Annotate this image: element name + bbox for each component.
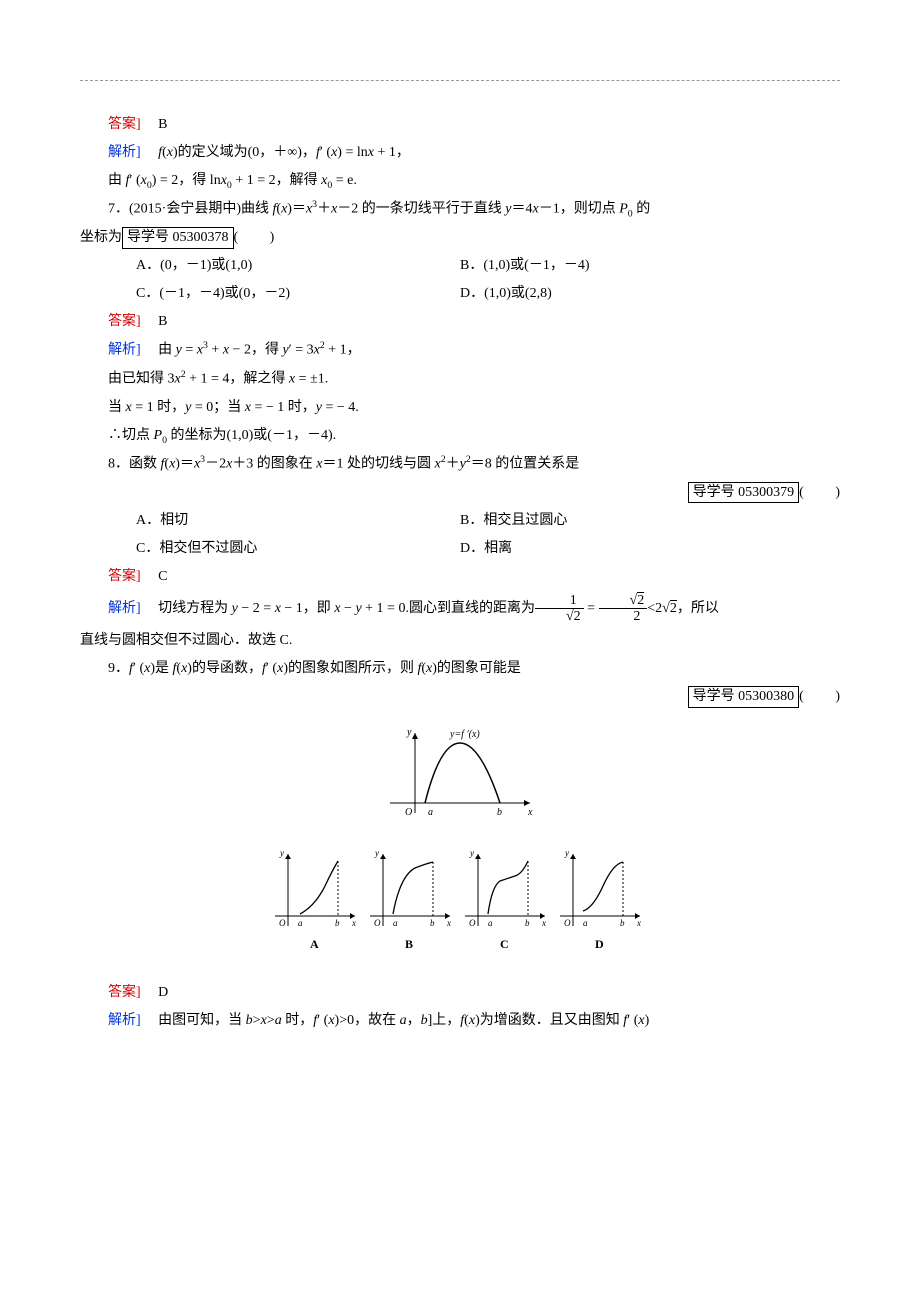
q6-solution-line2: 由 f′ (x0) = 2，得 lnx0 + 1 = 2，解得 x0 = e. [80,167,840,195]
svg-text:x: x [351,918,356,928]
svg-text:a: a [583,918,588,928]
svg-text:b: b [430,918,435,928]
q8-options-row1: A．相切 B．相交且过圆心 [80,507,840,535]
q7-stem-line2: 坐标为导学号 05300378( ) [80,224,840,252]
q6-answer: B [158,117,167,132]
svg-text:O: O [279,918,286,928]
svg-text:a: a [428,807,433,818]
svg-text:O: O [564,918,571,928]
answer-label: 答案] [108,985,141,1000]
top-dash-divider [80,80,840,81]
svg-text:b: b [497,807,502,818]
answer-label: 答案] [108,569,141,584]
q9-main-graph: y x O a b y=f ′(x) [80,723,840,834]
svg-text:y=f ′(x): y=f ′(x) [449,729,480,740]
q8-sol-line2: 直线与圆相交但不过圆心．故选 C. [80,627,840,655]
svg-text:y: y [564,848,569,858]
svg-text:y: y [374,848,379,858]
svg-text:x: x [541,918,546,928]
q8-optA: A．相切 [80,507,460,535]
svg-text:y: y [279,848,284,858]
q7-sol1: 解析] 由 y = x3 + x − 2，得 y′ = 3x2 + 1， [80,336,840,365]
svg-text:y: y [406,727,412,738]
q8-stem: 8．函数 f(x)＝x3－2x＋3 的图象在 x＝1 处的切线与圆 x2＋y2＝… [80,450,840,479]
svg-text:O: O [405,807,412,818]
daoxue-box: 导学号 05300380 [688,686,800,708]
svg-text:x: x [527,807,533,818]
q7-optB: B．(1,0)或(－1，－4) [460,252,840,280]
q7-stem-line1: 7．(2015·会宁县期中)曲线 f(x)＝x3＋x－2 的一条切线平行于直线 … [80,195,840,224]
daoxue-box: 导学号 05300378 [122,227,234,249]
svg-text:D: D [595,937,604,951]
q8-daoxue-line: 导学号 05300379( ) [80,479,840,507]
q8-optB: B．相交且过圆心 [460,507,840,535]
q9-answer-line: 答案] D [80,979,840,1007]
svg-text:C: C [500,937,509,951]
q8-optC: C．相交但不过圆心 [80,535,460,563]
svg-text:b: b [620,918,625,928]
svg-text:x: x [446,918,451,928]
svg-text:a: a [488,918,493,928]
svg-text:O: O [469,918,476,928]
q7-sol4: ∴切点 P0 的坐标为(1,0)或(－1，－4). [80,422,840,450]
q9-answer: D [158,985,168,1000]
q7-optA: A．(0，－1)或(1,0) [80,252,460,280]
q7-options-row2: C．(－1，－4)或(0，－2) D．(1,0)或(2,8) [80,280,840,308]
q7-options-row1: A．(0，－1)或(1,0) B．(1,0)或(－1，－4) [80,252,840,280]
q8-optD: D．相离 [460,535,840,563]
q7-answer: B [158,314,167,329]
svg-text:O: O [374,918,381,928]
svg-text:B: B [405,937,413,951]
q7-optD: D．(1,0)或(2,8) [460,280,840,308]
q9-option-graphs: y x O a b A y x O a b B [80,846,840,967]
q8-answer-line: 答案] C [80,563,840,591]
answer-label: 答案] [108,314,141,329]
q8-options-row2: C．相交但不过圆心 D．相离 [80,535,840,563]
q6-answer-line: 答案] B [80,111,840,139]
answer-label: 答案] [108,117,141,132]
q6-sol1a: 的定义域为(0，＋∞)， [178,145,316,160]
solution-label: 解析] [108,343,141,358]
q8-answer: C [158,569,167,584]
svg-text:x: x [636,918,641,928]
svg-text:a: a [298,918,303,928]
svg-text:b: b [525,918,530,928]
solution-label: 解析] [108,145,141,160]
q7-sol2: 由已知得 3x2 + 1 = 4，解之得 x = ±1. [80,365,840,394]
svg-text:A: A [310,937,319,951]
solution-label: 解析] [108,1013,141,1028]
svg-text:a: a [393,918,398,928]
solution-label: 解析] [108,601,141,616]
q9-stem: 9．f′ (x)是 f(x)的导函数，f′ (x)的图象如图所示，则 f(x)的… [80,655,840,683]
q7-answer-line: 答案] B [80,308,840,336]
svg-text:b: b [335,918,340,928]
q9-sol: 解析] 由图可知，当 b>x>a 时，f′ (x)>0，故在 a，b]上，f(x… [80,1007,840,1035]
svg-text:y: y [469,848,474,858]
q8-sol-line1: 解析] 切线方程为 y − 2 = x − 1，即 x − y + 1 = 0.… [80,591,840,627]
q7-sol3: 当 x = 1 时，y = 0；当 x = − 1 时，y = − 4. [80,394,840,422]
daoxue-box: 导学号 05300379 [688,482,800,504]
q7-optC: C．(－1，－4)或(0，－2) [80,280,460,308]
q6-solution-line1: 解析] f(x)的定义域为(0，＋∞)，f′ (x) = lnx + 1， [80,139,840,167]
q9-daoxue-line: 导学号 05300380( ) [80,683,840,711]
